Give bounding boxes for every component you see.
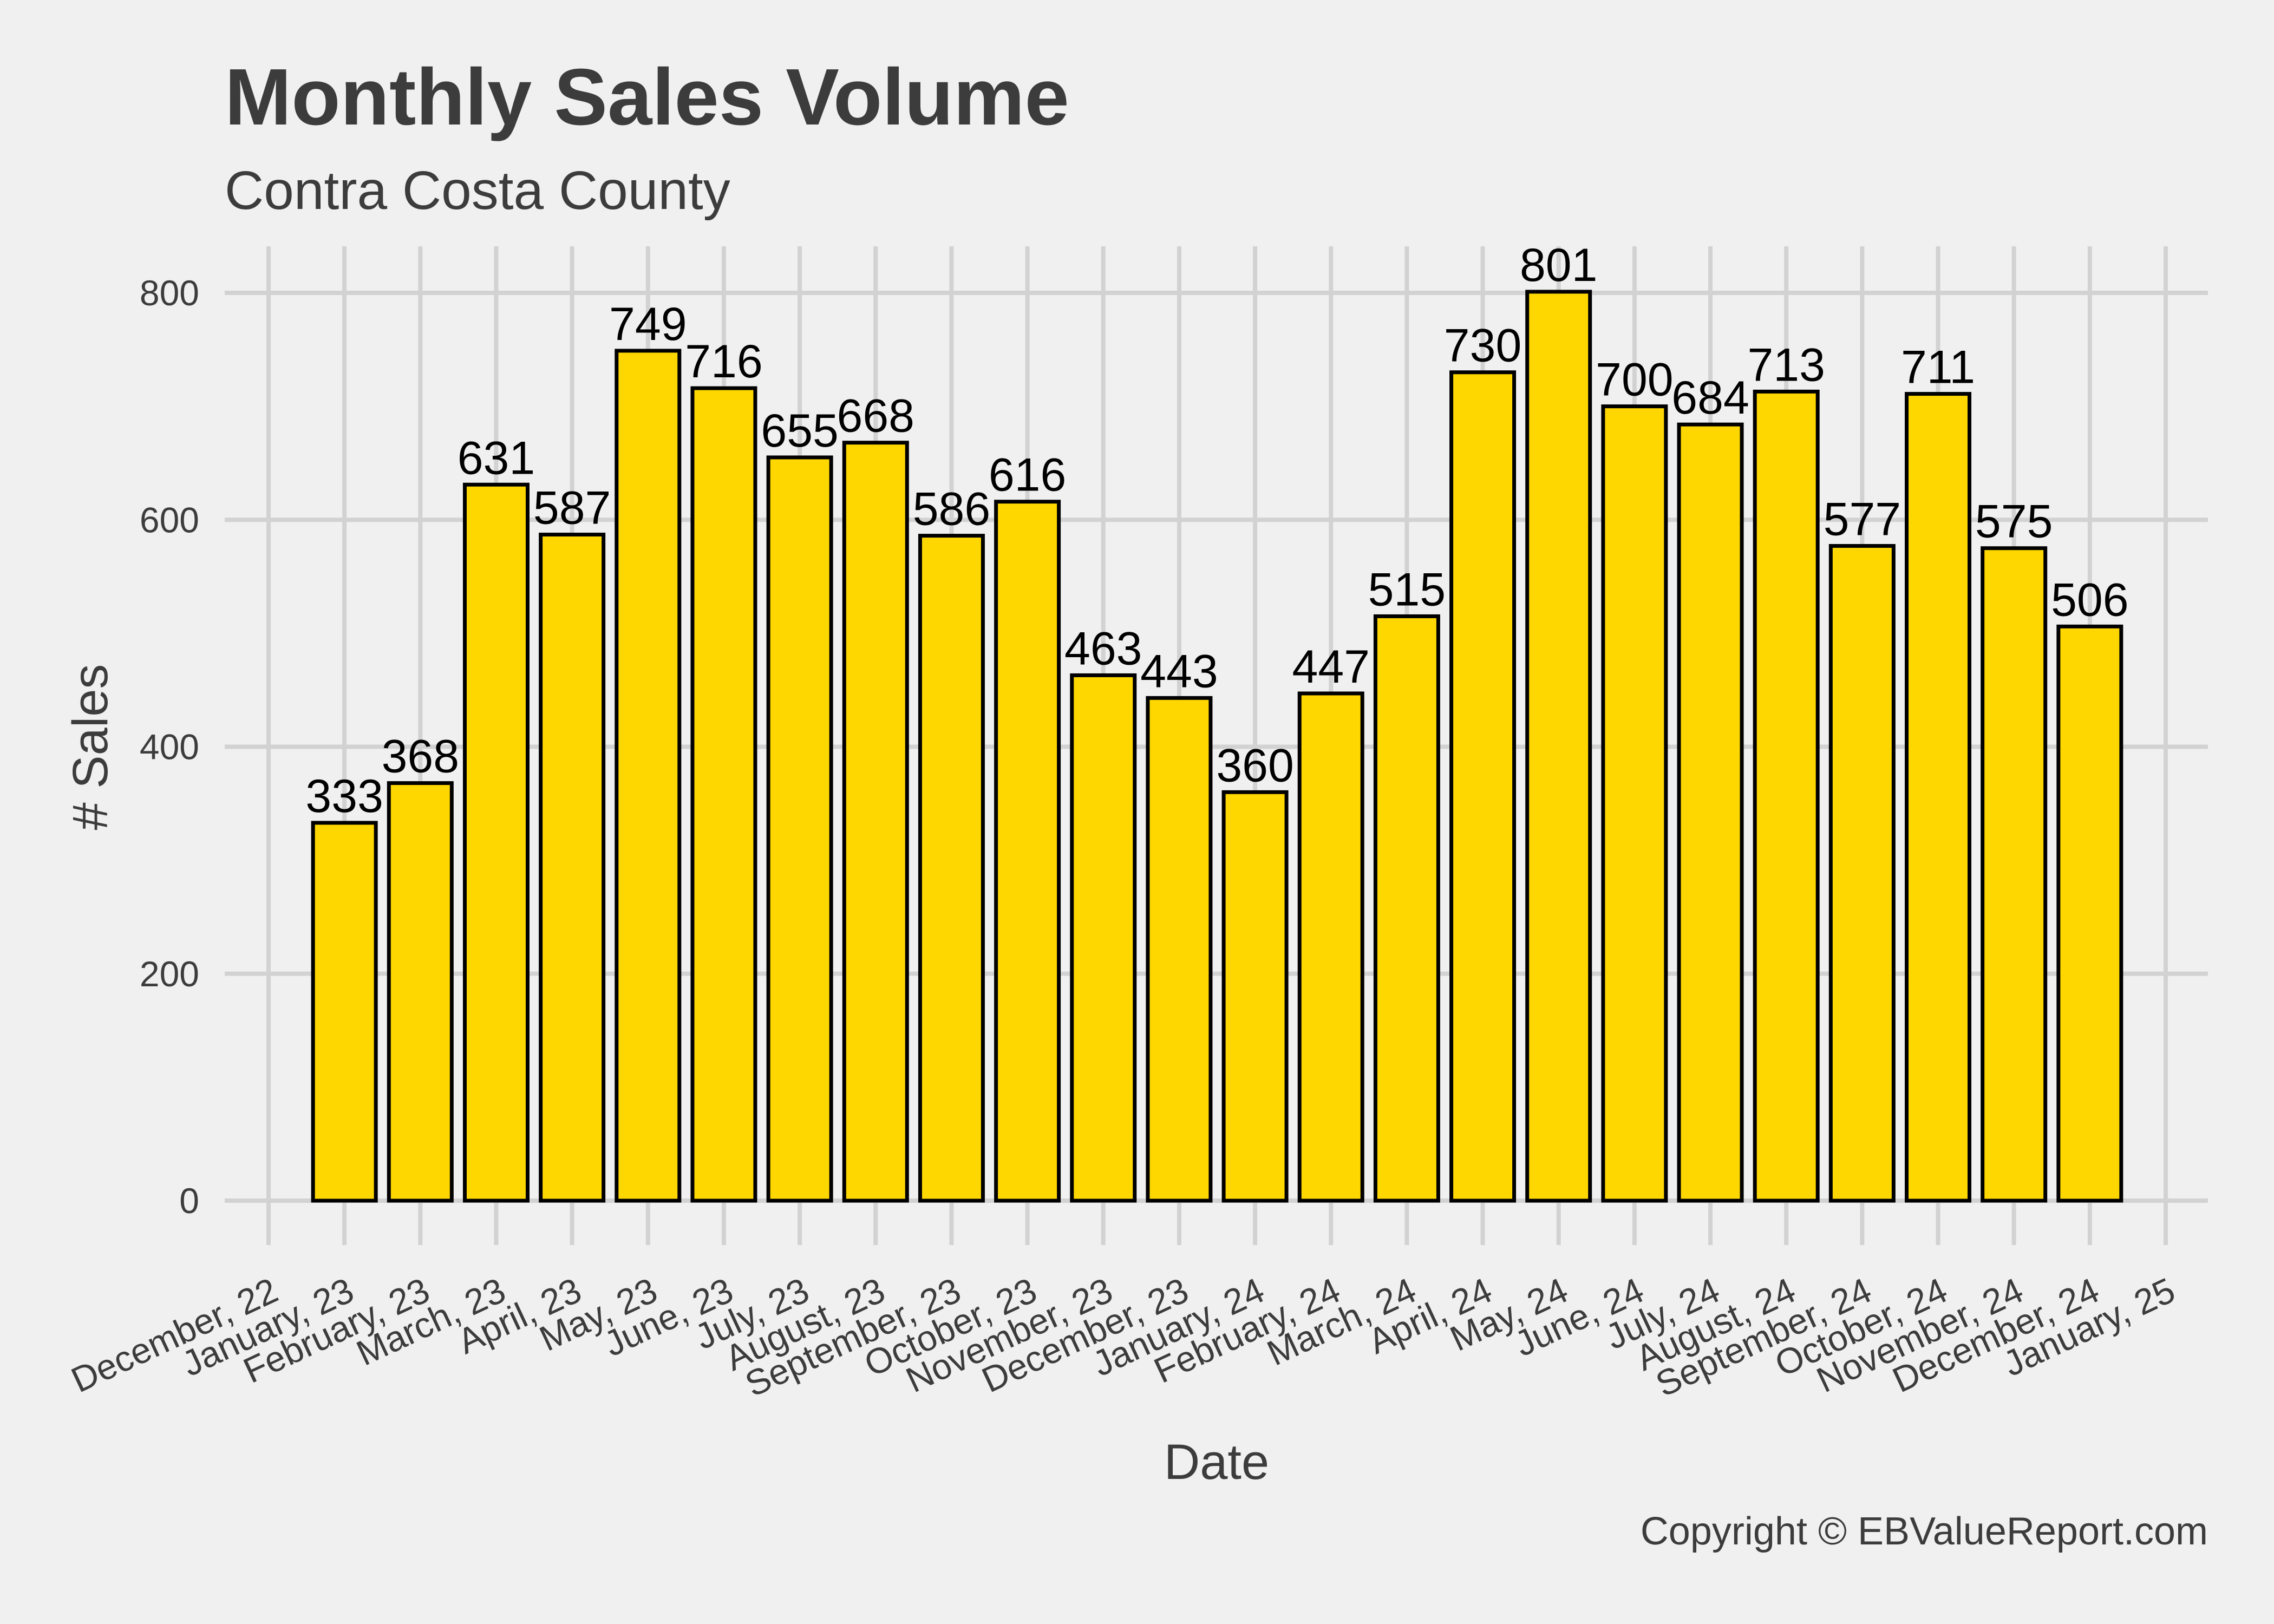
bar [539, 533, 606, 1203]
y-tick-label: 200 [140, 954, 199, 994]
bar [918, 534, 985, 1203]
bar [1981, 546, 2048, 1203]
bar [1828, 543, 1896, 1203]
bar-value-label: 575 [1975, 496, 2053, 548]
chart-subtitle: Contra Costa County [225, 160, 730, 221]
bar-value-label: 801 [1520, 239, 1598, 291]
bar [1753, 389, 1820, 1203]
bar-value-label: 587 [533, 482, 611, 534]
bar [766, 455, 833, 1203]
copyright-caption: Copyright © EBValueReport.com [1640, 1510, 2208, 1553]
bar-value-label: 368 [382, 731, 460, 783]
y-tick-label: 600 [140, 500, 199, 540]
bar-value-label: 711 [1901, 342, 1975, 394]
bar [1449, 370, 1517, 1203]
bar-value-label: 713 [1747, 339, 1825, 391]
bar-value-label: 515 [1368, 564, 1446, 615]
bar-value-label: 655 [761, 405, 839, 457]
y-tick-label: 0 [179, 1181, 199, 1221]
x-axis-title: Date [1164, 1435, 1269, 1490]
bar [1677, 422, 1744, 1203]
bar [2056, 624, 2123, 1203]
bar-value-label: 730 [1444, 320, 1522, 372]
bar [1146, 696, 1213, 1203]
bars [311, 290, 2123, 1203]
bar [462, 482, 530, 1203]
bar [311, 821, 378, 1203]
bar-value-label: 749 [609, 298, 687, 350]
bar [1601, 404, 1668, 1203]
bar-value-label: 631 [458, 432, 535, 484]
bar-value-label: 333 [305, 770, 383, 822]
bar [1297, 691, 1364, 1203]
bar [1373, 614, 1440, 1203]
bar [1070, 673, 1137, 1203]
bar-value-label: 463 [1064, 623, 1142, 675]
bar [1905, 392, 1972, 1203]
bar [1525, 290, 1592, 1203]
bar-value-label: 700 [1596, 354, 1674, 406]
bar-value-label: 716 [685, 336, 763, 388]
bar [387, 781, 454, 1203]
y-tick-label: 400 [140, 727, 199, 767]
y-tick-label: 800 [140, 273, 199, 313]
bar [690, 386, 757, 1203]
bar-value-label: 586 [913, 483, 991, 535]
bar-value-label: 577 [1824, 493, 1901, 545]
bar-value-label: 360 [1216, 739, 1294, 791]
bar [994, 500, 1061, 1203]
bar-value-label: 506 [2051, 574, 2129, 626]
bar-value-label: 443 [1140, 645, 1218, 697]
bar [1221, 790, 1289, 1203]
y-axis: 0 200 400 600 800 [140, 273, 199, 1221]
bar-value-label: 616 [989, 449, 1067, 501]
y-axis-title: # Sales [63, 664, 118, 830]
bar-value-label: 447 [1292, 641, 1370, 693]
bar-value-label: 684 [1671, 372, 1749, 424]
bar-value-label: 668 [837, 390, 915, 442]
chart-title: Monthly Sales Volume [225, 53, 1069, 142]
bar [842, 441, 909, 1203]
bar [615, 349, 682, 1203]
